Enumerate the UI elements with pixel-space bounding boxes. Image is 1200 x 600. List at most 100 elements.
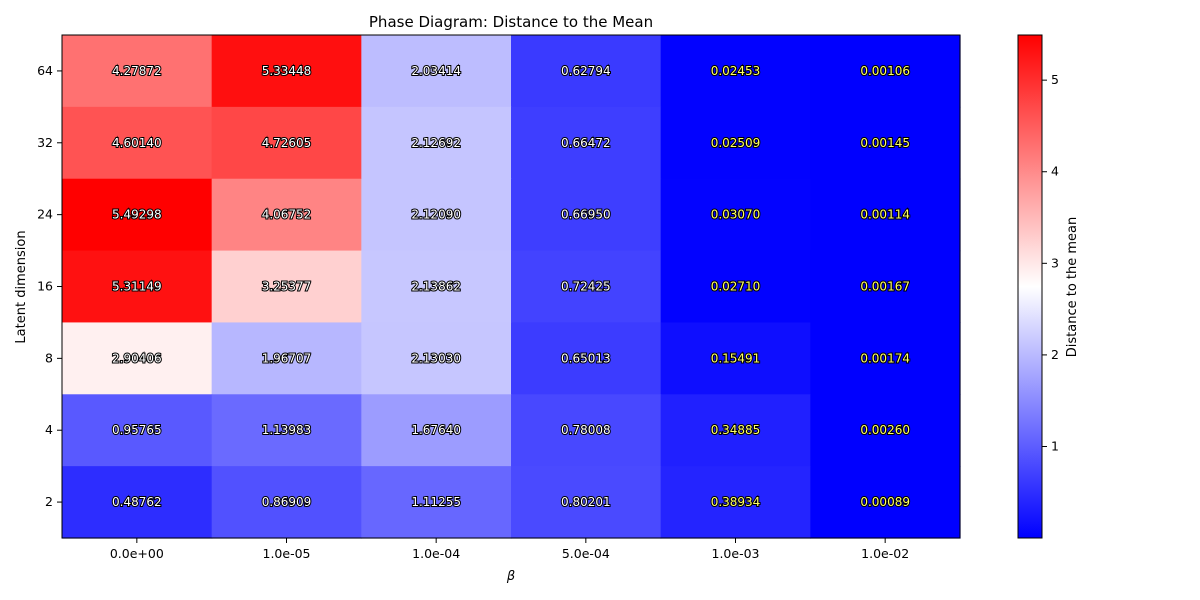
heatmap-cell xyxy=(660,322,811,395)
heatmap-cell xyxy=(62,322,213,395)
y-axis-ticks: 64 32 24 16 8 4 2 xyxy=(37,63,62,509)
cell-value-label: 0.00167 xyxy=(860,280,910,294)
cell-value-label: 0.66472 xyxy=(561,136,611,150)
cell-value-label: 0.00260 xyxy=(860,423,910,437)
cell-value-label: 0.86909 xyxy=(262,495,312,509)
heatmap-cell xyxy=(62,466,213,539)
heatmap-cell xyxy=(211,35,362,108)
cell-value-label: 0.78008 xyxy=(561,423,611,437)
heatmap-cell xyxy=(511,178,662,252)
heatmap-cell xyxy=(660,250,811,324)
heatmap-cell xyxy=(62,35,213,108)
colorbar-label: Distance to the mean xyxy=(1065,217,1080,358)
cell-value-label: 2.12090 xyxy=(411,208,461,222)
colorbar-ticks: 1 2 3 4 5 xyxy=(1042,72,1059,453)
cell-value-label: 0.34885 xyxy=(711,423,761,437)
heatmap-cell xyxy=(361,250,512,324)
heatmap-cell xyxy=(660,178,811,252)
cell-value-label: 0.62794 xyxy=(561,64,611,78)
cell-value-label: 1.11255 xyxy=(411,495,461,509)
cell-value-label: 2.13030 xyxy=(411,351,461,365)
heatmap-cell xyxy=(810,322,961,395)
heatmap-cell xyxy=(810,35,961,108)
x-tick-label: 1.0e-02 xyxy=(861,546,909,561)
x-tick-label: 0.0e+00 xyxy=(110,546,164,561)
x-tick-label: 5.0e-04 xyxy=(562,546,610,561)
cell-value-label: 4.60140 xyxy=(112,136,162,150)
chart-title: Phase Diagram: Distance to the Mean xyxy=(369,13,653,31)
heatmap-cell xyxy=(211,178,362,252)
cell-value-label: 2.03414 xyxy=(411,64,461,78)
cell-value-label: 4.27872 xyxy=(112,64,162,78)
heatmap-cell xyxy=(511,466,662,539)
x-axis-ticks: 0.0e+00 1.0e-05 1.0e-04 5.0e-04 1.0e-03 1.0e-… xyxy=(110,538,909,561)
cell-value-label: 3.25377 xyxy=(262,280,312,294)
colorbar-tick-label: 1 xyxy=(1051,438,1059,453)
y-tick-label: 16 xyxy=(37,279,53,294)
cell-value-label: 0.00089 xyxy=(860,495,910,509)
cell-value-label: 0.02509 xyxy=(711,136,761,150)
heatmap-cell xyxy=(810,250,961,324)
y-axis-label: Latent dimension xyxy=(14,230,29,343)
heatmap-cell xyxy=(511,106,662,180)
cell-value-label: 0.80201 xyxy=(561,495,611,509)
x-tick-label: 1.0e-04 xyxy=(412,546,460,561)
heatmap-cell xyxy=(511,322,662,395)
heatmap-cell xyxy=(511,250,662,324)
cell-value-label: 5.49298 xyxy=(112,208,162,222)
heatmap-cell xyxy=(511,35,662,108)
heatmap-cell xyxy=(810,466,961,539)
colorbar-tick-label: 5 xyxy=(1051,72,1059,87)
cell-value-label: 0.72425 xyxy=(561,280,611,294)
cell-value-label: 0.38934 xyxy=(711,495,761,509)
heatmap-cell xyxy=(211,250,362,324)
y-tick-label: 8 xyxy=(45,350,53,365)
y-tick-label: 4 xyxy=(45,422,53,437)
heatmap-cell xyxy=(211,106,362,180)
heatmap-cell xyxy=(660,35,811,108)
cell-value-label: 2.13862 xyxy=(411,280,461,294)
y-tick-label: 32 xyxy=(37,135,53,150)
cell-value-label: 0.66950 xyxy=(561,208,611,222)
x-tick-label: 1.0e-05 xyxy=(263,546,311,561)
heatmap-cell xyxy=(660,106,811,180)
y-tick-label: 24 xyxy=(37,207,53,222)
cell-value-label: 0.65013 xyxy=(561,351,611,365)
cell-value-label: 0.48762 xyxy=(112,495,162,509)
colorbar-tick-label: 3 xyxy=(1051,255,1059,270)
heatmap-cell xyxy=(511,394,662,467)
heatmap-cell xyxy=(361,178,512,252)
colorbar-tick-label: 4 xyxy=(1051,164,1059,179)
heatmap-cell xyxy=(62,250,213,324)
heatmap-cell xyxy=(211,322,362,395)
cell-value-label: 4.06752 xyxy=(262,208,312,222)
x-axis-label: β xyxy=(506,569,515,584)
cell-value-label: 0.00174 xyxy=(860,351,910,365)
cell-value-label: 0.02453 xyxy=(711,64,761,78)
cell-value-label: 0.00145 xyxy=(860,136,910,150)
heatmap-cell xyxy=(361,35,512,108)
cell-value-label: 0.95765 xyxy=(112,423,162,437)
heatmap-cell xyxy=(361,322,512,395)
heatmap-cell xyxy=(361,394,512,467)
cell-value-label: 0.15491 xyxy=(711,351,761,365)
cell-value-label: 1.13983 xyxy=(262,423,312,437)
cell-value-label: 5.33448 xyxy=(262,64,312,78)
colorbar-tick-label: 2 xyxy=(1051,347,1059,362)
cell-value-label: 0.02710 xyxy=(711,280,761,294)
heatmap-cells xyxy=(62,35,961,539)
cell-value-label: 0.03070 xyxy=(711,208,761,222)
cell-value-label: 1.96707 xyxy=(262,351,312,365)
heatmap-cell xyxy=(361,106,512,180)
cell-value-label: 0.00114 xyxy=(860,208,910,222)
x-tick-label: 1.0e-03 xyxy=(712,546,760,561)
cell-value-label: 5.31149 xyxy=(112,280,162,294)
heatmap-cell xyxy=(62,106,213,180)
heatmap-cell xyxy=(211,466,362,539)
heatmap-cell xyxy=(810,394,961,467)
heatmap-cell xyxy=(62,178,213,252)
cell-value-label: 2.90406 xyxy=(112,351,162,365)
y-tick-label: 64 xyxy=(37,63,53,78)
colorbar xyxy=(1017,34,1043,539)
